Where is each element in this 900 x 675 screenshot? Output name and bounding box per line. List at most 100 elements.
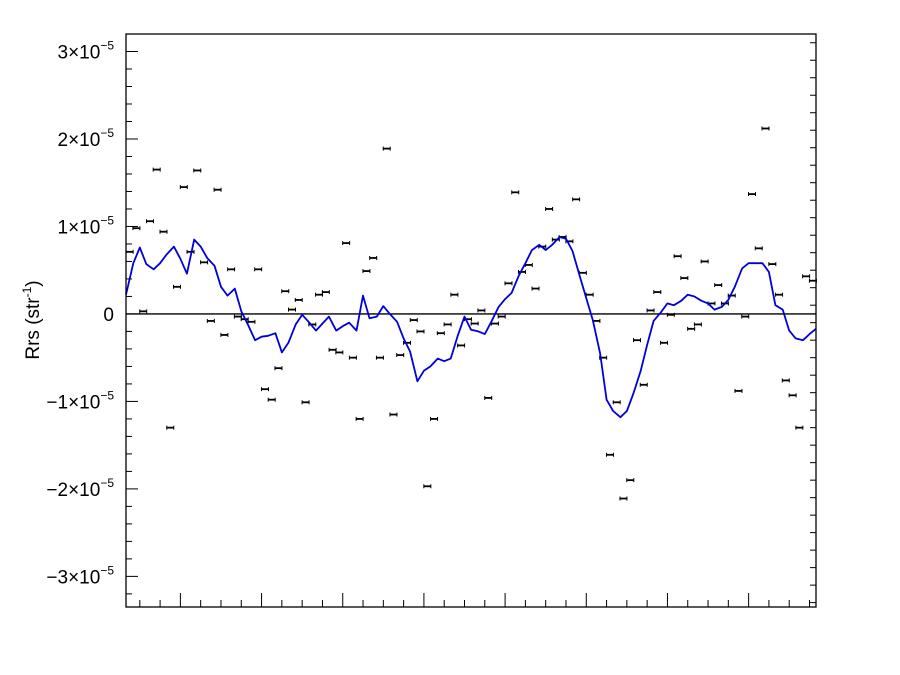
data-point [660, 340, 669, 345]
data-point [267, 397, 276, 402]
left-tick-exponent: −5 [100, 38, 114, 52]
data-point [145, 219, 154, 224]
data-point [125, 249, 134, 254]
data-point [497, 314, 506, 319]
data-point [754, 246, 763, 251]
data-point [362, 269, 371, 274]
data-point [545, 206, 554, 211]
y-label-close: ) [23, 280, 44, 286]
data-point [531, 286, 540, 291]
data-point [139, 309, 148, 314]
data-point [484, 395, 493, 400]
data-point [680, 276, 689, 281]
data-point [375, 355, 384, 360]
data-point [389, 412, 398, 417]
data-point [213, 187, 222, 192]
data-point [193, 168, 202, 173]
data-point [227, 267, 236, 272]
data-point [524, 262, 533, 267]
left-tick-label: 2×10−5 [58, 126, 115, 151]
data-point [761, 126, 770, 131]
left-tick-mantissa: 2×10 [58, 130, 101, 151]
data-point [781, 378, 790, 383]
data-point [409, 318, 418, 323]
data-point [572, 197, 581, 202]
data-point [294, 297, 303, 302]
y-axis-label-left: Rrs (str-1) [20, 280, 44, 359]
left-tick-mantissa: 3×10 [58, 42, 101, 63]
left-tick-mantissa: 1×10 [58, 217, 101, 238]
data-point [430, 416, 439, 421]
data-point [517, 269, 526, 274]
data-point [274, 366, 283, 371]
data-point [693, 322, 702, 327]
data-point [578, 270, 587, 275]
data-point [457, 343, 466, 348]
data-point [727, 293, 736, 298]
data-point [288, 307, 297, 312]
data-point [639, 382, 648, 387]
left-tick-mantissa: −2×10 [46, 480, 100, 501]
data-point [653, 290, 662, 295]
data-point [633, 338, 642, 343]
data-point [179, 185, 188, 190]
left-tick-label: 1×10−5 [58, 213, 115, 238]
data-point [734, 388, 743, 393]
data-point [470, 321, 479, 326]
data-point [646, 308, 655, 313]
data-point [714, 283, 723, 288]
left-tick-label: 3×10−5 [58, 38, 115, 63]
data-point [802, 274, 811, 279]
data-point [355, 416, 364, 421]
data-point [342, 241, 351, 246]
data-point [172, 284, 181, 289]
data-point [504, 281, 513, 286]
data-point [687, 326, 696, 331]
left-tick-exponent: −5 [100, 563, 114, 577]
data-point [233, 314, 242, 319]
left-tick-label: −3×10−5 [46, 563, 114, 588]
data-point [450, 292, 459, 297]
data-point [795, 425, 804, 430]
chart-text: 3×10−52×10−51×10−50−1×10−5−2×10−5−3×10−5… [20, 38, 114, 588]
data-point [612, 400, 621, 405]
y-label-text: Rrs (str [23, 297, 44, 360]
left-tick-label: 0 [103, 305, 114, 326]
left-tick-label: −1×10−5 [46, 388, 114, 413]
error-bar-points [125, 126, 817, 501]
data-point [416, 329, 425, 334]
left-tick-exponent: −5 [100, 126, 114, 140]
data-point [423, 484, 432, 489]
data-point [396, 353, 405, 358]
data-point [619, 496, 628, 501]
data-point [335, 350, 344, 355]
data-point [328, 347, 337, 352]
data-point [159, 229, 168, 234]
data-point [700, 259, 709, 264]
data-point [301, 400, 310, 405]
anomaly-line [125, 236, 817, 419]
data-point [220, 332, 229, 337]
data-point [775, 292, 784, 297]
y-label-superscript: -1 [20, 286, 34, 297]
data-point [206, 318, 215, 323]
data-point [281, 289, 290, 294]
data-point [443, 322, 452, 327]
data-point [477, 308, 486, 313]
left-tick-mantissa: −3×10 [46, 567, 100, 588]
data-point [166, 425, 175, 430]
data-point [260, 387, 269, 392]
left-tick-exponent: −5 [100, 388, 114, 402]
data-point [247, 319, 256, 324]
data-point [748, 192, 757, 197]
data-point [200, 260, 209, 265]
data-point [254, 267, 263, 272]
data-point [768, 262, 777, 267]
data-point [186, 249, 195, 254]
plot-frame [125, 33, 817, 608]
left-tick-exponent: −5 [100, 213, 114, 227]
data-point [490, 321, 499, 326]
axes [125, 33, 817, 608]
data-point [152, 167, 161, 172]
